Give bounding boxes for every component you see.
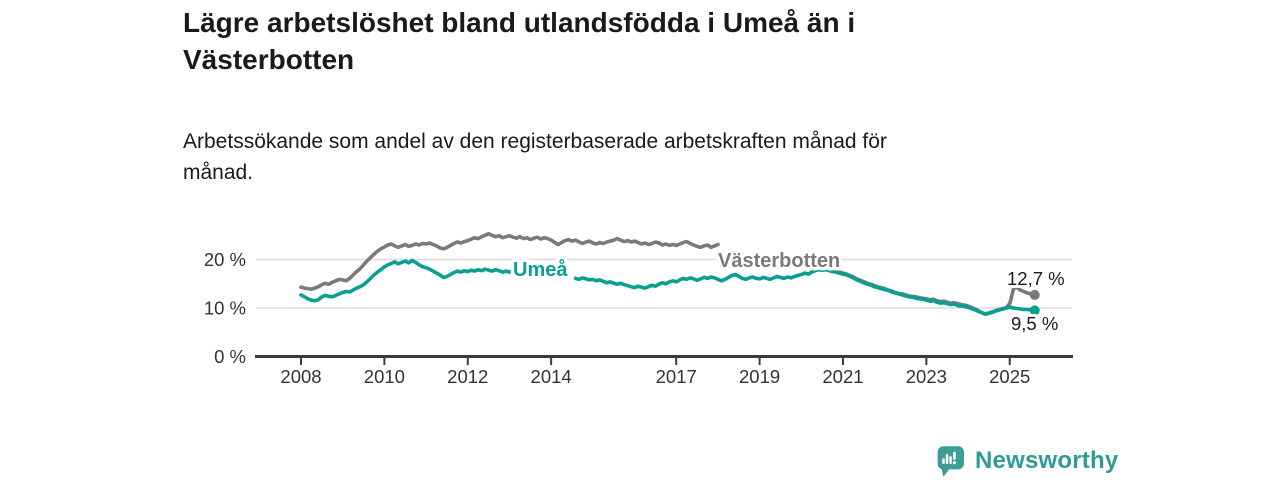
x-tick-label-2023: 2023 [906, 366, 947, 387]
x-tick-label-2017: 2017 [656, 366, 697, 387]
y-tick-label-20-percent: 20 % [204, 249, 246, 270]
chart-subtitle-line-2: månad. [183, 161, 254, 184]
series-line-västerbotten-2 [823, 267, 1036, 316]
chart-title: Lägre arbetslöshet bland utlandsfödda i … [183, 4, 1083, 78]
x-tick-label-2010: 2010 [364, 366, 405, 387]
x-tick-label-2008: 2008 [280, 366, 321, 387]
line-chart-svg: 2008 2010 2012 2014 2017 2019 2021 2023 2025 0 % 1… [204, 231, 1073, 387]
series-line-västerbotten-1 [299, 231, 720, 291]
series-label-vasterbotten: Västerbotten [718, 250, 840, 272]
logo-bars-and-exclamation [942, 451, 957, 464]
x-tick-label-2012: 2012 [447, 366, 488, 387]
x-tick-label-2021: 2021 [822, 366, 863, 387]
end-label-vasterbotten: 12,7 % [1007, 268, 1065, 289]
chart-title-line-1: Lägre arbetslöshet bland utlandsfödda i … [183, 7, 856, 38]
x-tick-label-2019: 2019 [739, 366, 780, 387]
end-label-umea: 9,5 % [1011, 313, 1058, 334]
chart-subtitle-line-1: Arbetssökande som andel av den registerb… [183, 130, 887, 153]
y-tick-label-10-percent: 10 % [204, 298, 246, 319]
x-tick-label-2025: 2025 [989, 366, 1030, 387]
series-line-umeå-1 [299, 258, 515, 303]
end-dot-umeå [1029, 305, 1040, 316]
series-line-umeå-2 [573, 267, 1036, 317]
newsworthy-branding[interactable]: Newsworthy [936, 445, 1118, 477]
y-tick-label-0-percent: 0 % [214, 346, 246, 367]
series-label-umea: Umeå [513, 258, 568, 281]
chart-title-line-2: Västerbotten [183, 44, 355, 75]
newsworthy-wordmark: Newsworthy [975, 447, 1119, 474]
newsworthy-logo-icon [937, 445, 964, 477]
chart-subtitle: Arbetssökande som andel av den registerb… [183, 126, 1063, 188]
line-chart: 2008 2010 2012 2014 2017 2019 2021 2023 2025 0 % 1… [0, 210, 1280, 410]
x-tick-label-2014: 2014 [531, 366, 572, 387]
end-dot-västerbotten [1029, 289, 1040, 300]
